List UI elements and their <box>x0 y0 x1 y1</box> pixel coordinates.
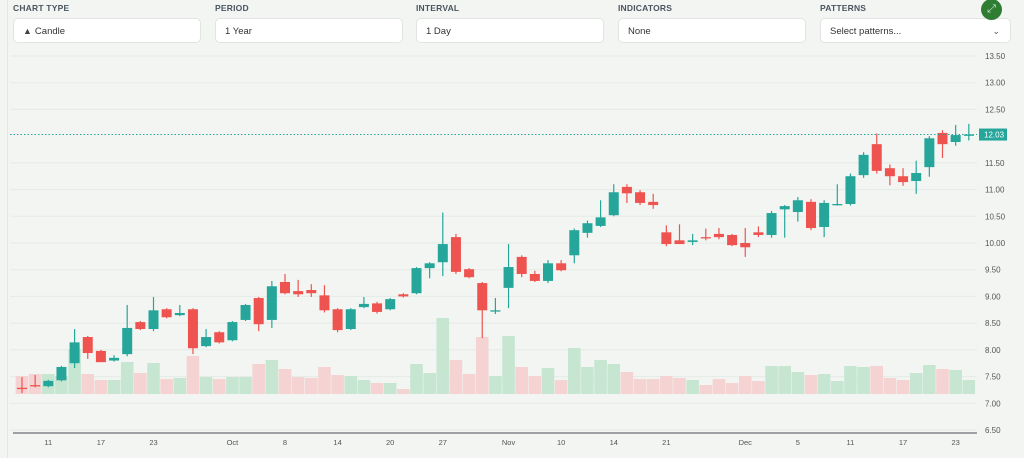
expand-icon[interactable]: ⤢ <box>981 0 1002 20</box>
patterns-select[interactable]: Select patterns... ⌄ <box>820 18 1011 43</box>
chart-type-label: CHART TYPE <box>13 3 70 13</box>
chart-panel <box>7 0 1024 458</box>
chart-type-value: Candle <box>34 26 66 37</box>
indicators-select[interactable]: None <box>618 18 806 43</box>
chart-type-select[interactable]: ▲ Candle <box>13 18 201 43</box>
interval-select[interactable]: 1 Day <box>416 18 604 43</box>
chevron-down-icon: ⌄ <box>992 26 1000 36</box>
period-label: PERIOD <box>215 3 249 13</box>
interval-label: INTERVAL <box>416 3 460 13</box>
patterns-placeholder: Select patterns... <box>830 26 902 37</box>
period-select[interactable]: 1 Year <box>215 18 403 43</box>
patterns-label: PATTERNS <box>820 3 867 13</box>
candle-icon: ▲ <box>23 26 32 36</box>
indicators-label: INDICATORS <box>618 3 673 13</box>
